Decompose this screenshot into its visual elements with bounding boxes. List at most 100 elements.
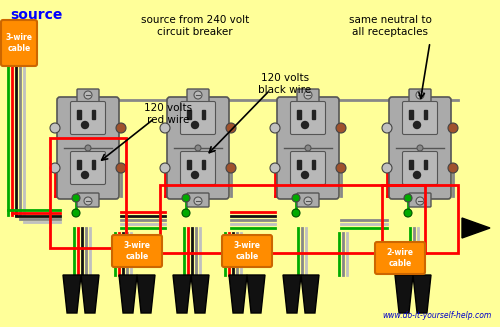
Circle shape [336, 163, 346, 173]
Circle shape [302, 171, 308, 179]
Circle shape [85, 145, 91, 151]
Text: www.do-it-yourself-help.com: www.do-it-yourself-help.com [383, 311, 492, 320]
Text: 120 volts
red wire: 120 volts red wire [144, 103, 192, 125]
Polygon shape [247, 275, 265, 313]
Text: 3-wire
cable: 3-wire cable [6, 33, 32, 53]
Circle shape [192, 122, 198, 129]
Polygon shape [462, 218, 490, 238]
Bar [202, 160, 205, 169]
Polygon shape [63, 275, 81, 313]
Circle shape [336, 123, 346, 133]
FancyBboxPatch shape [409, 89, 431, 103]
Circle shape [304, 91, 312, 99]
FancyBboxPatch shape [1, 20, 37, 66]
Circle shape [270, 163, 280, 173]
Bar [50, 138, 126, 248]
Circle shape [404, 194, 412, 202]
Text: 3-wire
cable: 3-wire cable [124, 241, 150, 261]
Bar [77, 110, 81, 119]
Circle shape [414, 122, 420, 129]
Text: source: source [10, 8, 62, 22]
Polygon shape [119, 275, 137, 313]
Circle shape [50, 163, 60, 173]
Bar [382, 185, 458, 253]
Circle shape [226, 123, 236, 133]
FancyBboxPatch shape [70, 151, 106, 184]
FancyBboxPatch shape [402, 101, 438, 134]
Circle shape [416, 91, 424, 99]
Text: 3-wire
cable: 3-wire cable [234, 241, 260, 261]
Circle shape [84, 197, 92, 205]
FancyBboxPatch shape [57, 97, 119, 199]
Circle shape [192, 171, 198, 179]
Text: same neutral to
all receptacles: same neutral to all receptacles [348, 15, 432, 37]
FancyBboxPatch shape [167, 97, 229, 199]
FancyBboxPatch shape [180, 101, 216, 134]
Circle shape [84, 91, 92, 99]
Bar [409, 160, 413, 169]
Bar [424, 110, 427, 119]
Bar [187, 110, 191, 119]
Circle shape [194, 91, 202, 99]
Text: 120 volts
black wire: 120 volts black wire [258, 73, 312, 95]
Polygon shape [283, 275, 301, 313]
FancyBboxPatch shape [77, 89, 99, 103]
Polygon shape [81, 275, 99, 313]
FancyBboxPatch shape [402, 151, 438, 184]
FancyBboxPatch shape [375, 242, 425, 274]
Circle shape [116, 163, 126, 173]
FancyBboxPatch shape [297, 193, 319, 207]
FancyBboxPatch shape [277, 97, 339, 199]
Circle shape [195, 145, 201, 151]
Circle shape [116, 123, 126, 133]
Bar [297, 110, 301, 119]
Polygon shape [137, 275, 155, 313]
Circle shape [305, 145, 311, 151]
Polygon shape [395, 275, 413, 313]
Circle shape [270, 123, 280, 133]
Bar [312, 110, 315, 119]
FancyBboxPatch shape [389, 97, 451, 199]
Circle shape [292, 209, 300, 217]
Bar [409, 110, 413, 119]
FancyBboxPatch shape [290, 151, 326, 184]
Bar [92, 160, 95, 169]
Circle shape [382, 123, 392, 133]
Text: source from 240 volt
circuit breaker: source from 240 volt circuit breaker [141, 15, 249, 37]
Circle shape [160, 123, 170, 133]
Text: 2-wire
cable: 2-wire cable [386, 248, 413, 268]
Bar [297, 160, 301, 169]
Circle shape [194, 197, 202, 205]
Bar [202, 110, 205, 119]
Circle shape [448, 123, 458, 133]
FancyBboxPatch shape [77, 193, 99, 207]
Bar [424, 160, 427, 169]
Circle shape [417, 145, 423, 151]
FancyBboxPatch shape [290, 101, 326, 134]
Polygon shape [301, 275, 319, 313]
FancyBboxPatch shape [187, 193, 209, 207]
Circle shape [182, 209, 190, 217]
Polygon shape [229, 275, 247, 313]
Circle shape [302, 122, 308, 129]
Bar [187, 160, 191, 169]
FancyBboxPatch shape [297, 89, 319, 103]
Circle shape [50, 123, 60, 133]
Circle shape [160, 163, 170, 173]
Circle shape [382, 163, 392, 173]
FancyBboxPatch shape [70, 101, 106, 134]
Polygon shape [191, 275, 209, 313]
FancyBboxPatch shape [409, 193, 431, 207]
Circle shape [226, 163, 236, 173]
Circle shape [72, 194, 80, 202]
Bar [77, 160, 81, 169]
FancyBboxPatch shape [112, 235, 162, 267]
Circle shape [82, 122, 88, 129]
Circle shape [304, 197, 312, 205]
Circle shape [448, 163, 458, 173]
Circle shape [72, 209, 80, 217]
Circle shape [182, 194, 190, 202]
FancyBboxPatch shape [222, 235, 272, 267]
Bar [92, 110, 95, 119]
Circle shape [416, 197, 424, 205]
